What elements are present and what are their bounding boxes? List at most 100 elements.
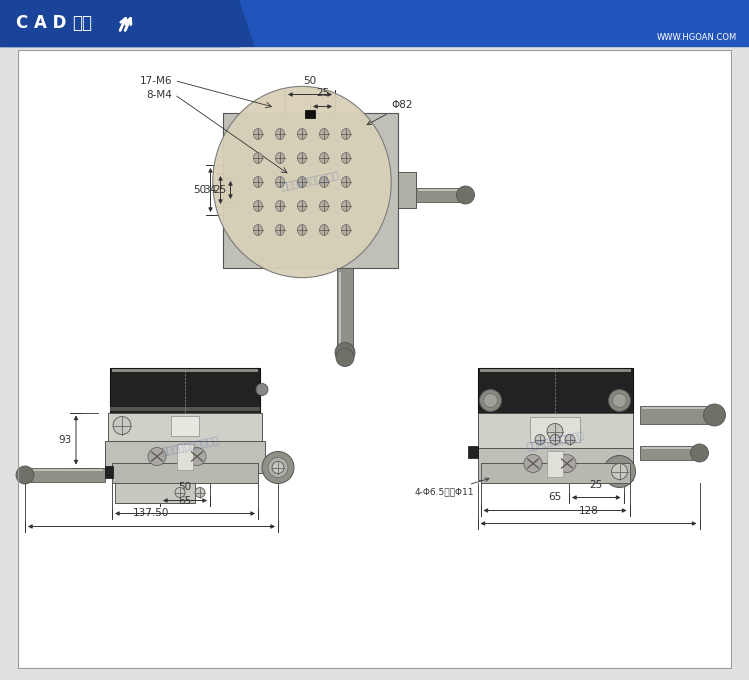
Circle shape (565, 435, 575, 445)
Circle shape (484, 394, 497, 407)
Circle shape (691, 444, 709, 462)
Ellipse shape (297, 152, 306, 163)
Ellipse shape (276, 152, 285, 163)
Ellipse shape (342, 177, 351, 188)
Bar (641, 447, 697, 449)
Text: 65: 65 (548, 492, 562, 503)
Bar (645, 32, 749, 43)
Bar (105, 441, 265, 473)
Ellipse shape (320, 201, 329, 211)
Ellipse shape (320, 177, 329, 188)
Bar (112, 462, 258, 483)
Circle shape (611, 464, 628, 479)
Text: 17-M6: 17-M6 (140, 75, 172, 86)
Circle shape (703, 404, 726, 426)
Circle shape (148, 447, 166, 466)
Circle shape (604, 456, 635, 488)
Text: C A D: C A D (16, 14, 67, 32)
Bar (547, 450, 563, 477)
Text: 128: 128 (578, 505, 598, 515)
Text: 8-M4: 8-M4 (147, 90, 172, 99)
Bar (530, 416, 580, 441)
Bar (398, 172, 416, 208)
Circle shape (256, 384, 268, 396)
Text: 25: 25 (213, 185, 226, 195)
Bar (481, 462, 629, 483)
Bar (641, 407, 712, 409)
Text: 93: 93 (58, 435, 72, 445)
Ellipse shape (320, 224, 329, 235)
Bar (25, 468, 105, 482)
Circle shape (479, 390, 502, 411)
Text: 北京衡工仪器有限公司: 北京衡工仪器有限公司 (160, 434, 219, 456)
Bar (222, 112, 398, 267)
Bar (479, 369, 631, 371)
Text: 50: 50 (303, 77, 317, 86)
Text: 65: 65 (178, 496, 192, 505)
Ellipse shape (276, 129, 285, 139)
Ellipse shape (320, 129, 329, 139)
Bar (467, 445, 478, 458)
Text: 34: 34 (203, 185, 216, 195)
Text: 25: 25 (316, 88, 329, 99)
Circle shape (268, 458, 288, 477)
Ellipse shape (297, 177, 306, 188)
Text: HGOAN衡工: HGOAN衡工 (655, 10, 729, 24)
Circle shape (550, 435, 560, 445)
Text: 4-Φ6.5沉孔Φ11: 4-Φ6.5沉孔Φ11 (414, 478, 489, 496)
Text: 图纸: 图纸 (72, 14, 92, 32)
Circle shape (272, 462, 284, 473)
Bar (112, 369, 258, 371)
Ellipse shape (342, 129, 351, 139)
Text: Φ82: Φ82 (367, 101, 413, 124)
Bar (339, 271, 341, 352)
Text: 25: 25 (589, 479, 603, 490)
Circle shape (16, 466, 34, 484)
Bar (27, 469, 103, 471)
Circle shape (335, 343, 355, 362)
Text: WWW.HGOAN.COM: WWW.HGOAN.COM (657, 33, 737, 42)
Circle shape (535, 435, 545, 445)
Bar (177, 443, 193, 469)
Circle shape (613, 394, 626, 407)
Ellipse shape (342, 152, 351, 163)
Circle shape (524, 454, 542, 473)
Bar (115, 473, 195, 503)
Circle shape (175, 488, 185, 498)
Ellipse shape (253, 152, 262, 163)
Ellipse shape (297, 201, 306, 211)
Polygon shape (200, 0, 255, 46)
Bar (478, 367, 632, 413)
Circle shape (547, 424, 563, 439)
Bar (337, 267, 353, 352)
Text: 50: 50 (193, 185, 207, 195)
Bar (416, 188, 465, 202)
Circle shape (195, 488, 205, 498)
Bar (108, 413, 262, 441)
Circle shape (608, 390, 631, 411)
Ellipse shape (276, 201, 285, 211)
Bar (417, 189, 464, 191)
Bar (478, 447, 632, 479)
Ellipse shape (342, 224, 351, 235)
Circle shape (262, 452, 294, 483)
Ellipse shape (253, 201, 262, 211)
Text: 北京衡工仪器有限公司: 北京衡工仪器有限公司 (525, 429, 585, 451)
Bar (110, 407, 260, 411)
Bar (305, 109, 315, 118)
Circle shape (456, 186, 475, 204)
Ellipse shape (276, 177, 285, 188)
Ellipse shape (253, 177, 262, 188)
Bar (0, 0, 749, 46)
Text: 50: 50 (178, 483, 192, 492)
Ellipse shape (253, 224, 262, 235)
Ellipse shape (276, 224, 285, 235)
Bar (0, 0, 240, 46)
Ellipse shape (297, 129, 306, 139)
Circle shape (188, 447, 206, 466)
Bar (640, 446, 700, 460)
Circle shape (558, 454, 576, 473)
Ellipse shape (297, 224, 306, 235)
Bar (171, 415, 199, 435)
Ellipse shape (342, 201, 351, 211)
